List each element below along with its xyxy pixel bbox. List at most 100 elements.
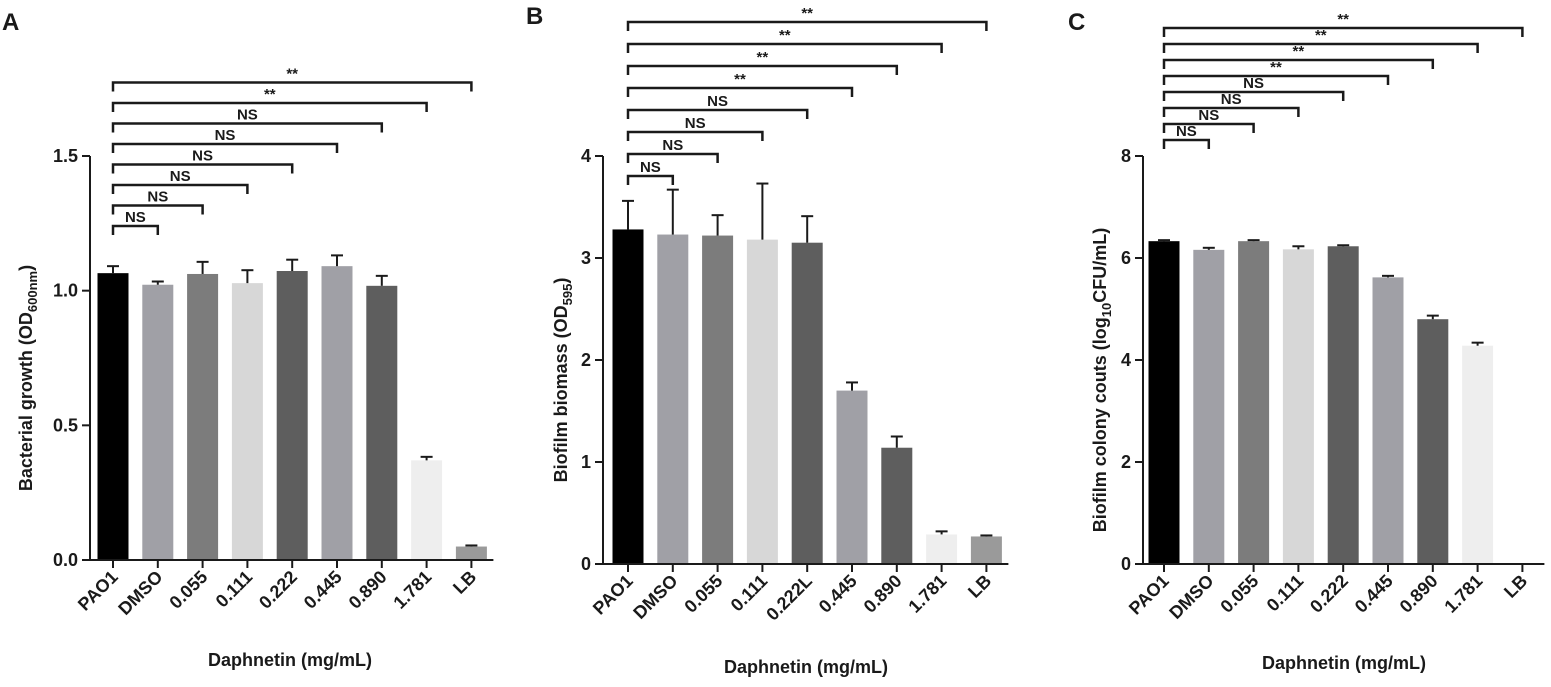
significance-bracket: ** xyxy=(1162,11,1524,37)
significance-label: NS xyxy=(147,189,168,206)
error-bar-0.890 xyxy=(890,435,903,448)
significance-bracket: NS xyxy=(1162,107,1255,133)
error-bar-0.111 xyxy=(1292,245,1305,250)
significance-label: NS xyxy=(1221,91,1242,108)
bracket-line xyxy=(626,108,809,119)
bracket-line xyxy=(111,81,473,92)
significance-bracket: ** xyxy=(111,66,473,92)
bar-0.445 xyxy=(1372,277,1404,564)
x-tick-label: 0.890 xyxy=(345,567,391,613)
y-tick-label: 0 xyxy=(1121,554,1131,574)
error-bar-DMSO xyxy=(1202,246,1215,250)
error-bar-0.445 xyxy=(846,381,858,391)
significance-label: ** xyxy=(779,27,791,44)
y-tick-label: 1.0 xyxy=(53,281,78,301)
y-axis-title: Biofilm biomass (OD595) xyxy=(551,278,575,483)
significance-label: ** xyxy=(734,71,746,88)
significance-bracket: NS xyxy=(111,107,384,133)
error-bar-0.445 xyxy=(331,254,343,267)
bracket-line xyxy=(111,142,339,153)
x-tick-label: LB xyxy=(449,567,480,598)
x-tick-label: 0.222 xyxy=(1306,571,1352,617)
y-tick-label: 4 xyxy=(1121,350,1131,370)
significance-label: ** xyxy=(1337,11,1349,28)
error-bar-LB xyxy=(980,534,993,537)
x-tick-label: 1.781 xyxy=(389,567,435,613)
x-axis-title: Daphnetin (mg/mL) xyxy=(1262,653,1426,673)
significance-label: ** xyxy=(757,49,769,66)
error-bar-1.781 xyxy=(1471,341,1484,346)
significance-bracket: ** xyxy=(1162,59,1390,85)
bracket-line xyxy=(626,174,675,185)
bracket-line xyxy=(1162,26,1524,37)
bar-0.055 xyxy=(187,273,219,560)
significance-label: NS xyxy=(662,137,683,154)
bar-DMSO xyxy=(657,234,689,565)
significance-label: NS xyxy=(192,148,213,165)
x-axis-title: Daphnetin (mg/mL) xyxy=(724,657,888,677)
bracket-line xyxy=(111,204,204,215)
x-tick-label: 0.445 xyxy=(300,567,346,613)
significance-label: NS xyxy=(1198,107,1219,124)
y-tick-label: 2 xyxy=(1121,452,1131,472)
bracket-line xyxy=(1162,74,1390,85)
significance-label: NS xyxy=(237,107,258,124)
error-bar-0.111 xyxy=(241,269,254,284)
significance-label: NS xyxy=(1243,75,1264,92)
x-tick-label: 0.890 xyxy=(1396,571,1442,617)
x-tick-label: PAO1 xyxy=(74,567,122,615)
bracket-line xyxy=(1162,138,1211,149)
bar-0.111 xyxy=(231,283,263,560)
y-tick-label: 0.5 xyxy=(53,415,78,435)
bracket-line xyxy=(626,152,719,163)
bar-PAO1 xyxy=(97,273,129,560)
x-tick-label: 0.222L xyxy=(762,571,816,625)
bar-1.781 xyxy=(1462,345,1494,564)
y-tick-label: 1 xyxy=(581,452,591,472)
bar-0.222 xyxy=(276,271,308,560)
bracket-line xyxy=(1162,90,1345,101)
x-tick-label: LB xyxy=(964,571,995,602)
error-bar-0.055 xyxy=(1247,239,1260,242)
x-tick-label: 0.445 xyxy=(815,571,861,617)
significance-label: ** xyxy=(1315,27,1327,44)
x-tick-label: PAO1 xyxy=(1125,571,1173,619)
error-bar-DMSO xyxy=(666,188,679,235)
bar-0.111 xyxy=(1282,249,1314,564)
significance-bracket: NS xyxy=(111,127,339,153)
bracket-line xyxy=(111,183,249,194)
error-bar-0.111 xyxy=(756,182,769,240)
error-bar-0.222L xyxy=(801,215,814,243)
x-tick-label: 1.781 xyxy=(1440,571,1486,617)
bar-0.890 xyxy=(1417,319,1449,564)
panel-letter: C xyxy=(1068,9,1085,36)
error-bar-PAO1 xyxy=(622,199,634,230)
bar-0.890 xyxy=(366,285,398,560)
significance-bracket: NS xyxy=(1162,91,1300,117)
significance-label: NS xyxy=(215,127,236,144)
significance-bracket: ** xyxy=(1162,43,1435,69)
bar-0.222L xyxy=(791,242,823,564)
bracket-line xyxy=(111,101,428,112)
significance-bracket: ** xyxy=(626,27,943,53)
significance-label: NS xyxy=(125,209,146,226)
y-tick-label: 2 xyxy=(581,350,591,370)
significance-label: ** xyxy=(264,86,276,103)
significance-bracket: NS xyxy=(111,189,204,215)
bracket-line xyxy=(111,122,384,133)
significance-bracket: NS xyxy=(111,209,160,235)
error-bar-0.222 xyxy=(286,258,299,272)
significance-bracket: NS xyxy=(111,148,294,174)
bracket-line xyxy=(111,163,294,174)
x-tick-label: 0.055 xyxy=(165,567,211,613)
bar-0.445 xyxy=(836,390,868,564)
x-tick-label: 0.111 xyxy=(212,567,257,612)
significance-label: NS xyxy=(640,159,661,176)
significance-bracket: NS xyxy=(626,115,764,141)
significance-bracket: NS xyxy=(1162,123,1211,149)
bracket-line xyxy=(1162,122,1255,133)
